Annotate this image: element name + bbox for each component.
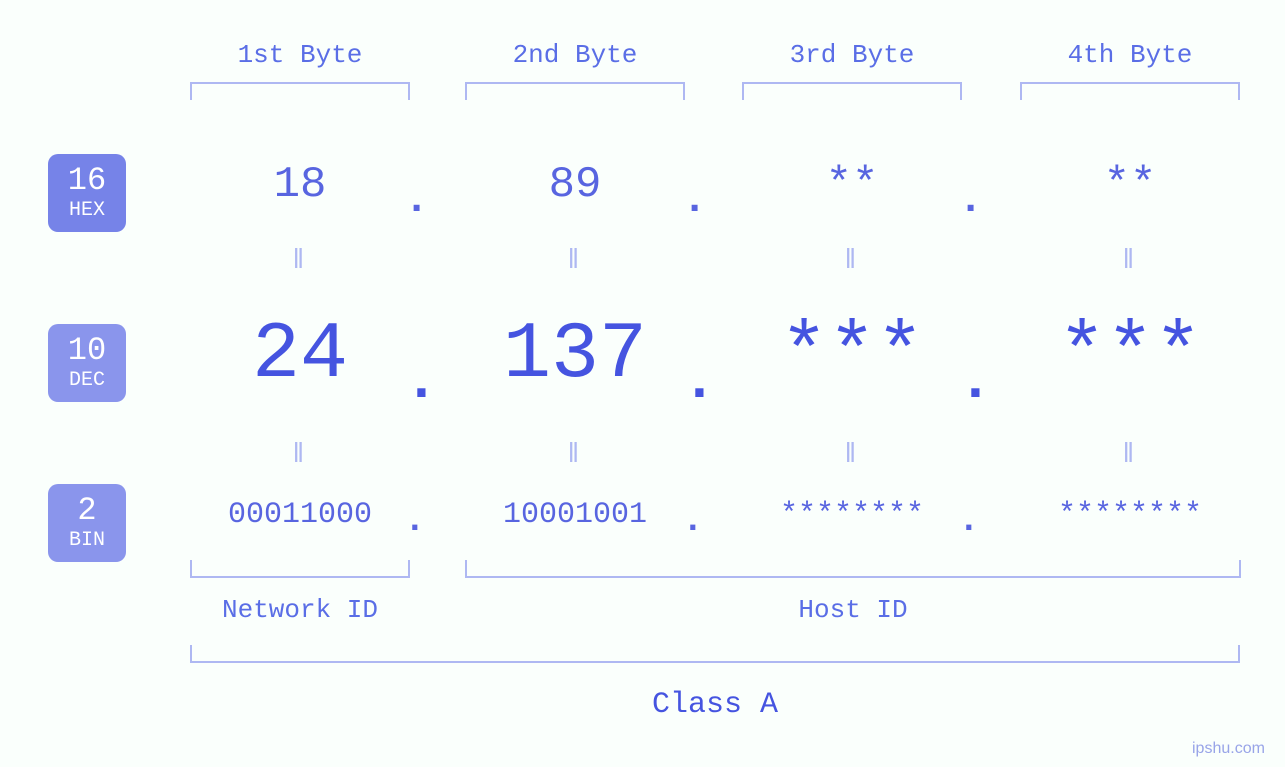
equals-bottom-4: ǁ [1120,440,1137,471]
dec-dot-1: . [404,350,439,415]
bin-byte-4: ******** [1020,498,1240,532]
class-label: Class A [190,688,1240,722]
dec-byte-1: 24 [190,310,410,401]
hex-byte-1: 18 [190,160,410,210]
equals-bottom-1: ǁ [290,440,307,471]
hex-byte-4: ** [1020,160,1240,210]
hex-dot-3: . [958,176,983,224]
bin-dot-3: . [958,500,980,541]
byte-label-2: 2nd Byte [465,40,685,70]
byte-label-1: 1st Byte [190,40,410,70]
dec-byte-2: 137 [465,310,685,401]
equals-bottom-2: ǁ [565,440,582,471]
top-bracket-3 [742,82,962,100]
base-badge-bin: 2 BIN [48,484,126,562]
hex-dot-1: . [404,176,429,224]
base-badge-dec: 10 DEC [48,324,126,402]
hex-dot-2: . [682,176,707,224]
host-id-bracket [465,560,1241,578]
top-bracket-4 [1020,82,1240,100]
network-id-label: Network ID [190,595,410,625]
network-id-bracket [190,560,410,578]
badge-num: 16 [68,165,106,197]
host-id-label: Host ID [465,595,1241,625]
dec-dot-2: . [682,350,717,415]
badge-txt: BIN [69,531,105,551]
equals-top-2: ǁ [565,246,582,277]
dec-byte-3: *** [742,310,962,401]
top-bracket-2 [465,82,685,100]
hex-byte-3: ** [742,160,962,210]
bin-byte-1: 00011000 [190,498,410,532]
bin-dot-2: . [682,500,704,541]
class-bracket [190,645,1240,663]
badge-num: 10 [68,335,106,367]
watermark: ipshu.com [1192,740,1265,758]
badge-num: 2 [77,495,96,527]
equals-top-3: ǁ [842,246,859,277]
top-bracket-1 [190,82,410,100]
dec-dot-3: . [958,350,993,415]
hex-byte-2: 89 [465,160,685,210]
equals-top-1: ǁ [290,246,307,277]
byte-label-3: 3rd Byte [742,40,962,70]
badge-txt: HEX [69,201,105,221]
byte-label-4: 4th Byte [1020,40,1240,70]
bin-byte-2: 10001001 [465,498,685,532]
badge-txt: DEC [69,371,105,391]
bin-byte-3: ******** [742,498,962,532]
dec-byte-4: *** [1020,310,1240,401]
equals-bottom-3: ǁ [842,440,859,471]
equals-top-4: ǁ [1120,246,1137,277]
bin-dot-1: . [404,500,426,541]
base-badge-hex: 16 HEX [48,154,126,232]
